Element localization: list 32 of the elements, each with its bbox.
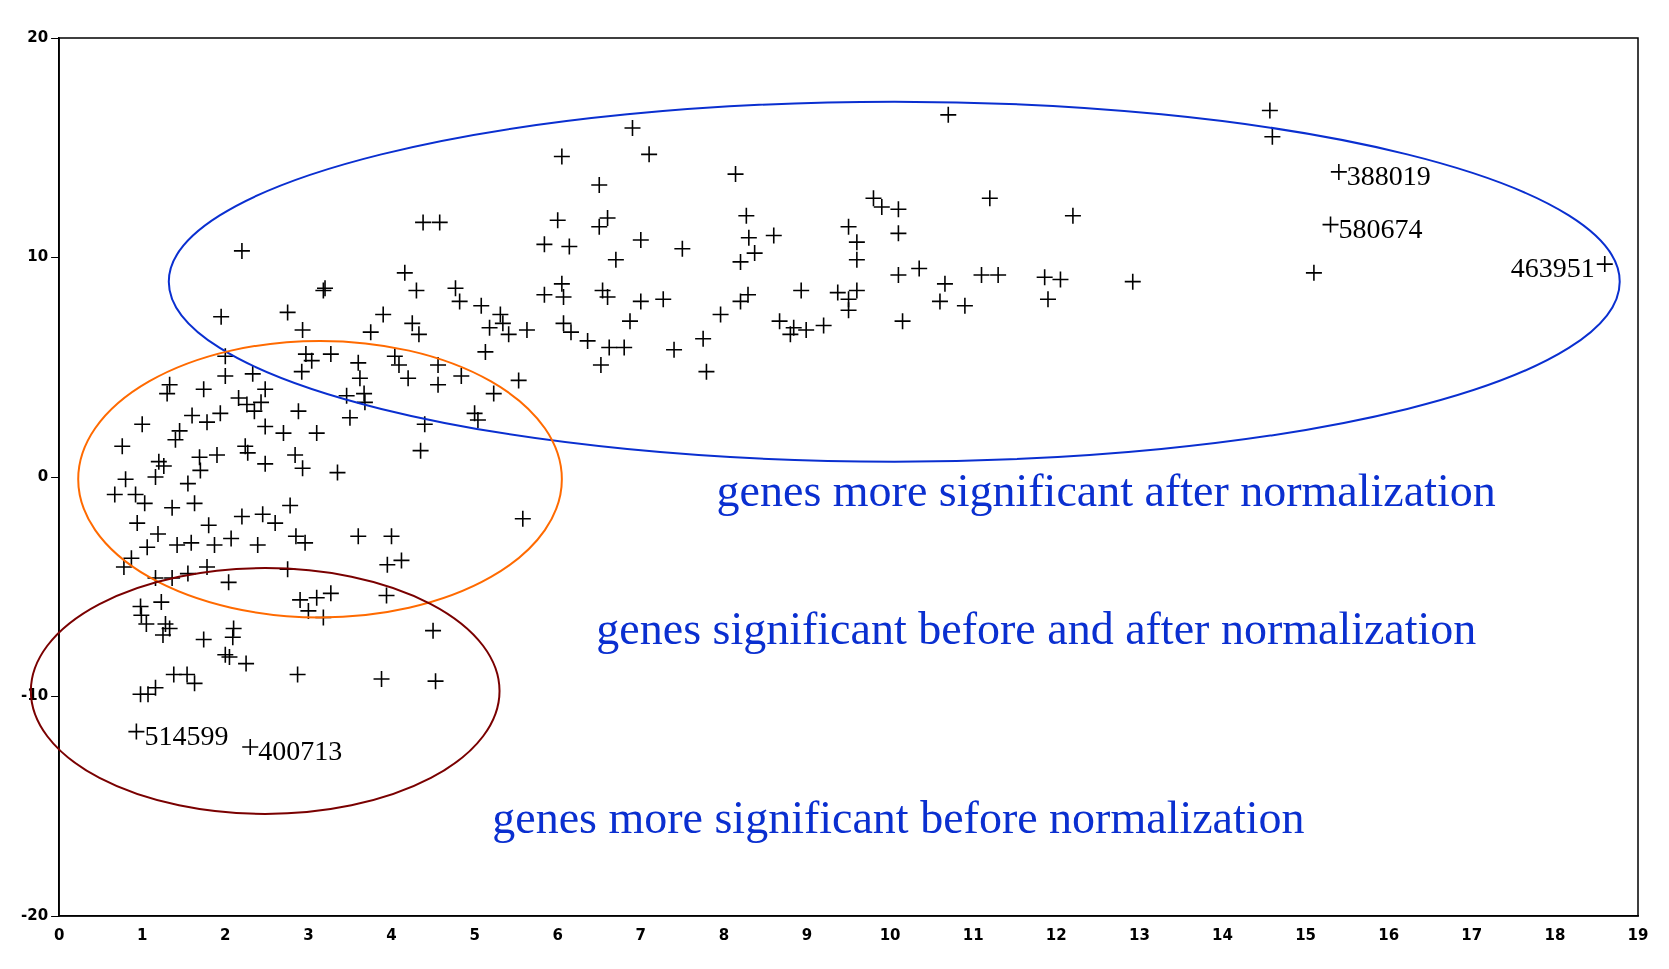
- y-tick-label: 20: [27, 27, 49, 46]
- x-tick-label: 3: [303, 925, 314, 944]
- x-tick-label: 18: [1544, 925, 1566, 944]
- x-tick-label: 9: [801, 925, 813, 944]
- x-tick-label: 6: [552, 925, 563, 944]
- annotation: genes significant before and after normalization: [596, 601, 1477, 655]
- x-tick-label: 17: [1461, 925, 1483, 944]
- x-tick-label: 16: [1378, 925, 1400, 944]
- x-tick-label: 12: [1045, 925, 1067, 944]
- x-tick-label: 1: [136, 925, 148, 944]
- x-tick-label: 4: [386, 925, 397, 944]
- x-tick-label: 11: [962, 925, 984, 944]
- x-tick-label: 19: [1627, 925, 1649, 944]
- x-tick-label: 15: [1295, 925, 1317, 944]
- x-tick-label: 8: [718, 925, 730, 944]
- annotation: genes more significant after normalization: [716, 463, 1496, 517]
- x-tick-label: 10: [879, 925, 901, 944]
- annotation: 514599: [144, 720, 229, 753]
- x-tick-label: 13: [1128, 925, 1150, 944]
- y-tick-label: 10: [27, 247, 49, 266]
- x-tick-label: 14: [1212, 925, 1233, 944]
- annotation: genes more significant before normalization: [492, 790, 1305, 844]
- x-tick-label: 5: [469, 925, 480, 944]
- annotation: 463951: [1510, 252, 1595, 285]
- y-tick-label: 0: [37, 466, 49, 485]
- x-tick-label: 7: [635, 925, 647, 944]
- x-tick-label: 0: [53, 925, 65, 944]
- x-tick-label: 2: [220, 925, 231, 944]
- annotation: 400713: [258, 735, 343, 768]
- annotation: 580674: [1338, 212, 1423, 245]
- y-tick-label: -20: [20, 905, 49, 924]
- annotation: 388019: [1346, 160, 1431, 193]
